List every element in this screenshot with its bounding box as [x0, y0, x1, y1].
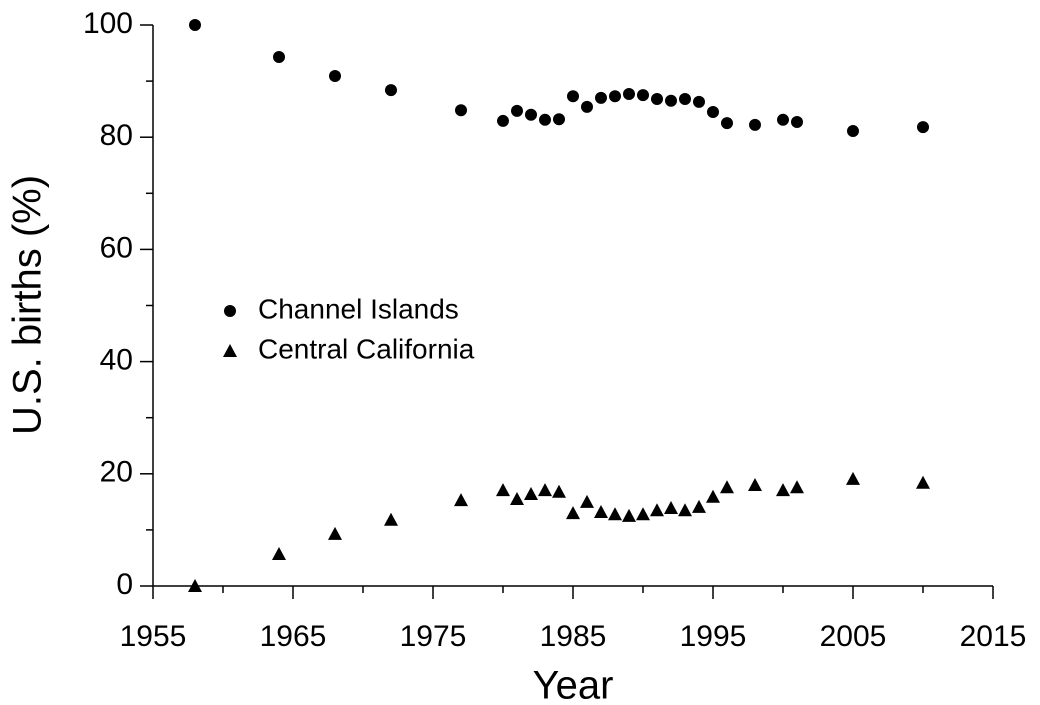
x-tick-label: 1955	[120, 620, 187, 653]
point	[665, 94, 677, 107]
point	[791, 116, 803, 129]
point	[496, 483, 510, 497]
legend-label: Channel Islands	[258, 293, 459, 324]
y-tick-label: 100	[83, 7, 133, 40]
point	[580, 494, 594, 508]
point	[636, 507, 650, 521]
point	[553, 113, 565, 126]
legend-marker	[224, 305, 236, 317]
point	[273, 50, 285, 63]
point	[637, 89, 649, 102]
y-tick-label: 40	[100, 344, 133, 377]
point	[721, 117, 733, 130]
y-axis-title: U.S. births (%)	[6, 175, 50, 435]
point	[749, 118, 761, 131]
x-tick-label: 1965	[260, 620, 327, 653]
point	[524, 486, 538, 500]
point	[777, 113, 789, 126]
point	[678, 503, 692, 517]
y-tick-label: 20	[100, 456, 133, 489]
point	[189, 19, 201, 31]
point	[706, 489, 720, 503]
point	[525, 108, 537, 121]
point	[917, 121, 929, 134]
point	[539, 113, 551, 126]
x-tick-label: 2015	[960, 620, 1027, 653]
point	[595, 91, 607, 104]
point	[847, 125, 859, 138]
point	[650, 503, 664, 517]
point	[455, 104, 467, 117]
point	[328, 526, 342, 540]
point	[790, 480, 804, 494]
x-tick-label: 1975	[400, 620, 467, 653]
x-tick-label: 1995	[680, 620, 747, 653]
point	[608, 507, 622, 521]
point	[623, 88, 635, 101]
point	[384, 512, 398, 526]
point	[748, 478, 762, 492]
point	[510, 492, 524, 506]
point	[707, 105, 719, 118]
point	[497, 114, 509, 127]
point	[720, 480, 734, 494]
y-tick-label: 60	[100, 231, 133, 264]
point	[581, 100, 593, 113]
point	[566, 506, 580, 520]
legend-marker	[223, 344, 237, 357]
point	[693, 95, 705, 108]
point	[454, 493, 468, 507]
point	[188, 579, 202, 592]
point	[776, 483, 790, 497]
point	[272, 547, 286, 561]
point	[609, 90, 621, 103]
point	[679, 93, 691, 106]
point	[622, 508, 636, 522]
point	[692, 499, 706, 513]
point	[567, 90, 579, 103]
point	[552, 484, 566, 498]
point	[664, 501, 678, 515]
x-tick-label: 2005	[820, 620, 887, 653]
point	[385, 84, 397, 97]
point	[916, 475, 930, 489]
point	[846, 471, 860, 485]
legend-label: Central California	[258, 333, 475, 364]
x-tick-label: 1985	[540, 620, 607, 653]
point	[594, 504, 608, 518]
y-tick-label: 80	[100, 119, 133, 152]
point	[511, 104, 523, 117]
y-tick-label: 0	[116, 568, 133, 601]
x-axis-title: Year	[533, 664, 614, 705]
point	[651, 93, 663, 106]
point	[329, 70, 341, 83]
point	[538, 483, 552, 497]
